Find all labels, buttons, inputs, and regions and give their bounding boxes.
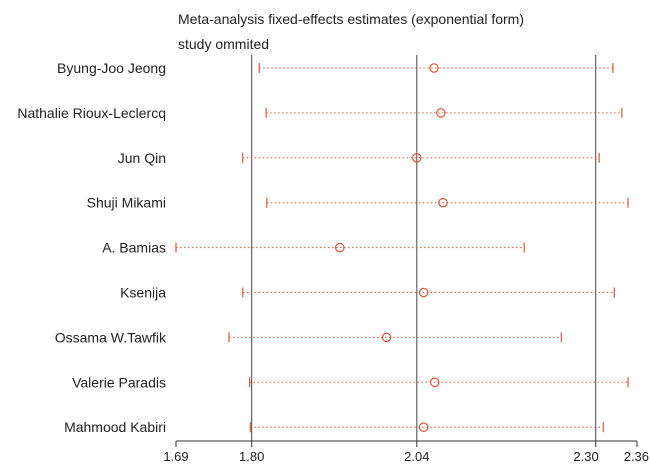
study-row: Ossama W.Tawfik: [55, 329, 562, 345]
study-row: Shuji Mikami: [87, 195, 629, 211]
x-tick-label: 2.30: [573, 449, 598, 464]
estimate-marker: [436, 108, 446, 118]
estimate-marker: [438, 197, 448, 208]
estimate-marker: [429, 377, 440, 388]
x-tick-label: 2.36: [624, 449, 649, 464]
study-label: A. Bamias: [102, 240, 166, 256]
study-row: A. Bamias: [102, 240, 525, 256]
study-row: Valerie Paradis: [72, 374, 629, 390]
chart-subtitle: study ommited: [178, 36, 269, 52]
estimate-marker: [418, 422, 429, 432]
x-tick-label: 1.69: [163, 449, 188, 464]
estimate-marker: [412, 153, 422, 163]
study-rows: Byung-Joo Jeong Nathalie Rioux-Leclercq Ju…: [17, 60, 629, 435]
study-label: Valerie Paradis: [72, 374, 166, 390]
study-row: Byung-Joo Jeong: [57, 60, 614, 76]
study-label: Ossama W.Tawfik: [55, 329, 167, 345]
estimate-marker: [334, 242, 345, 253]
estimate-marker: [381, 332, 392, 343]
study-label: Jun Qin: [118, 150, 166, 166]
study-row: Jun Qin: [118, 150, 600, 166]
study-row: Mahmood Kabiri: [64, 419, 604, 435]
study-row: Ksenija: [120, 285, 615, 301]
study-label: Byung-Joo Jeong: [57, 60, 166, 76]
study-label: Ksenija: [120, 285, 166, 301]
x-axis: 1.69 1.80 2.04 2.30 2.36: [163, 440, 649, 464]
study-label: Nathalie Rioux-Leclercq: [17, 105, 166, 121]
study-label: Mahmood Kabiri: [64, 419, 166, 435]
x-tick-label: 2.04: [404, 449, 429, 464]
study-row: Nathalie Rioux-Leclercq: [17, 105, 623, 121]
study-label: Shuji Mikami: [87, 195, 166, 211]
chart-title: Meta-analysis fixed-effects estimates (e…: [178, 11, 524, 27]
estimate-marker: [418, 287, 429, 298]
x-tick-label: 1.80: [239, 449, 264, 464]
estimate-marker: [429, 63, 439, 73]
